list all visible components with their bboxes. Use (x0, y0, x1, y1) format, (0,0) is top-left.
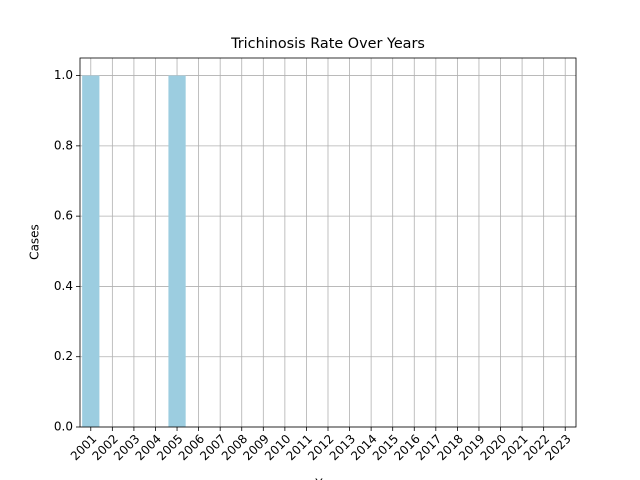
y-tick-label: 0.0 (54, 420, 73, 434)
y-axis-label: Cases (28, 224, 42, 260)
bar (82, 75, 100, 428)
x-axis-label: Year (314, 477, 340, 480)
y-tick-label: 1.0 (54, 68, 73, 82)
y-tick-label: 0.2 (54, 349, 73, 363)
chart-title: Trichinosis Rate Over Years (230, 36, 425, 52)
plot-frame (79, 57, 577, 428)
y-tick-label: 0.8 (54, 138, 73, 152)
y-tick-label: 0.4 (54, 279, 73, 293)
bar (168, 75, 186, 428)
y-tick-label: 0.6 (54, 209, 73, 223)
